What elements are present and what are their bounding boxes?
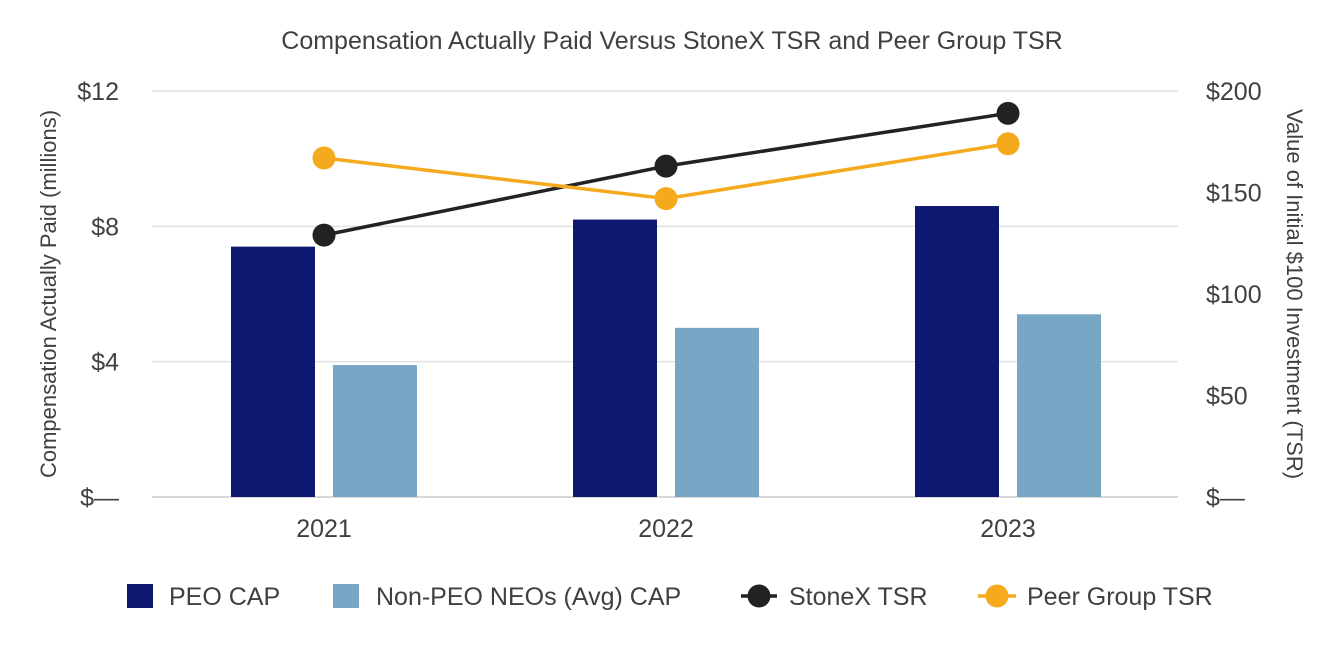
- peo-cap-bar: [573, 219, 657, 498]
- non-peo-cap-bar: [675, 327, 759, 497]
- left-tick-label: $—: [80, 484, 119, 512]
- stonex-tsr-point: [996, 101, 1020, 125]
- peo-cap-bar: [915, 206, 999, 498]
- stonex-tsr-point: [654, 154, 678, 178]
- legend-swatch-non-peo-cap: [333, 584, 359, 608]
- legend-marker-peer-group-tsr: [985, 584, 1009, 608]
- x-tick-label: 2022: [638, 515, 694, 543]
- chart-title: Compensation Actually Paid Versus StoneX…: [281, 27, 1062, 55]
- left-axis-label: Compensation Actually Paid (millions): [36, 110, 61, 478]
- right-tick-label: $100: [1206, 281, 1262, 309]
- peer-group-tsr-point: [654, 187, 678, 211]
- non-peo-cap-bar: [1017, 314, 1101, 497]
- peo-cap-bar: [231, 246, 315, 497]
- legend-swatch-peo-cap: [127, 584, 153, 608]
- legend-label-stonex-tsr: StoneX TSR: [789, 583, 928, 611]
- bar-marks: [231, 206, 1101, 498]
- legend-label-peer-group-tsr: Peer Group TSR: [1027, 583, 1213, 611]
- legend: PEO CAP Non-PEO NEOs (Avg) CAP StoneX TSR P…: [127, 583, 1213, 611]
- right-tick-label: $—: [1206, 484, 1245, 512]
- left-axis-ticks: $— $4 $8 $12: [77, 78, 119, 512]
- non-peo-cap-bar: [333, 365, 417, 497]
- right-tick-label: $150: [1206, 180, 1262, 208]
- legend-label-non-peo-cap: Non-PEO NEOs (Avg) CAP: [376, 583, 681, 611]
- left-tick-label: $8: [91, 213, 119, 241]
- right-tick-label: $200: [1206, 78, 1262, 106]
- legend-label-peo-cap: PEO CAP: [169, 583, 280, 611]
- x-tick-label: 2021: [296, 515, 352, 543]
- left-tick-label: $4: [91, 349, 119, 377]
- right-axis-label: Value of Initial $100 Investment (TSR): [1282, 109, 1307, 479]
- peer-group-tsr-point: [312, 146, 336, 170]
- left-tick-label: $12: [77, 78, 119, 106]
- legend-marker-stonex-tsr: [747, 584, 771, 608]
- stonex-tsr-point: [312, 223, 336, 247]
- right-axis-ticks: $— $50 $100 $150 $200: [1206, 78, 1262, 512]
- x-tick-label: 2023: [980, 515, 1036, 543]
- line-series-marks: [312, 101, 1020, 247]
- x-axis-ticks: 2021 2022 2023: [296, 515, 1036, 543]
- right-tick-label: $50: [1206, 383, 1248, 411]
- peer-group-tsr-point: [996, 132, 1020, 156]
